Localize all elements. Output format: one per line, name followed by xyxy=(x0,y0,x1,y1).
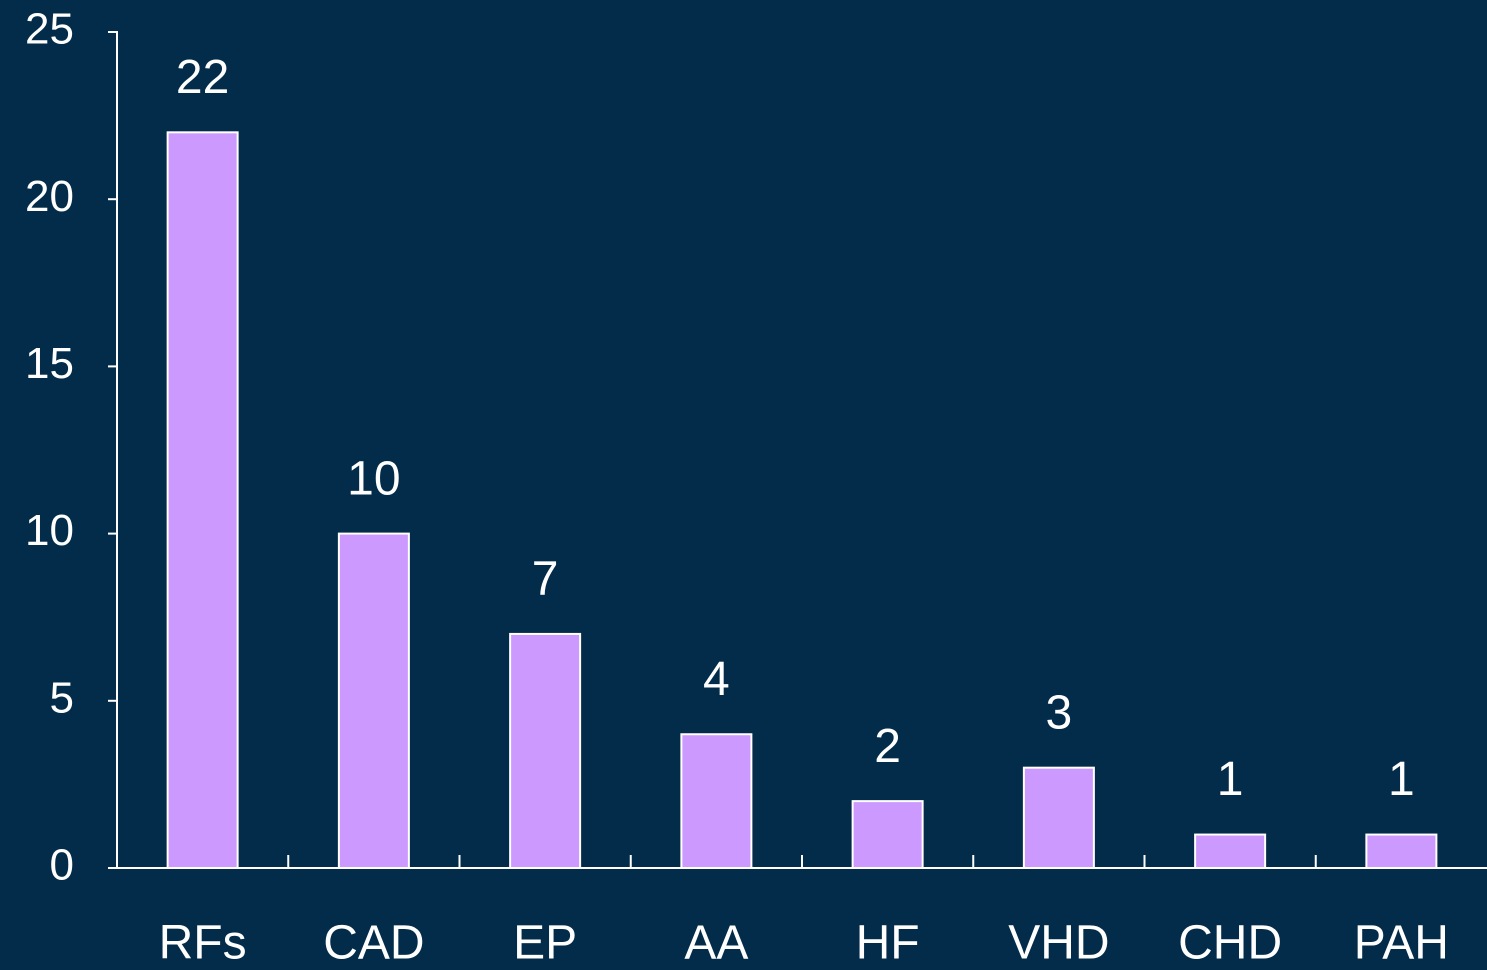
x-tick-label: HF xyxy=(856,917,920,970)
x-tick-label: VHD xyxy=(1008,917,1109,970)
bar xyxy=(337,532,410,869)
x-tick-label: CHD xyxy=(1178,917,1282,970)
data-label: 1 xyxy=(1217,753,1244,806)
data-label: 10 xyxy=(347,452,400,505)
x-tick-label: RFs xyxy=(159,917,247,970)
bar xyxy=(1365,833,1438,869)
y-tick-label: 0 xyxy=(50,841,74,890)
bar xyxy=(1194,833,1267,869)
data-label: 22 xyxy=(176,51,229,104)
x-tick-label: PAH xyxy=(1354,917,1449,970)
x-tick-label: EP xyxy=(513,917,577,970)
x-tick-label: CAD xyxy=(323,917,424,970)
bar xyxy=(851,800,924,869)
y-tick-label: 25 xyxy=(25,5,74,54)
y-tick-label: 5 xyxy=(50,673,74,722)
bar xyxy=(680,733,753,869)
data-label: 1 xyxy=(1388,753,1415,806)
y-tick-label: 10 xyxy=(25,506,74,555)
bar xyxy=(1022,766,1095,869)
bar xyxy=(166,131,239,869)
data-label: 4 xyxy=(703,653,730,706)
bar xyxy=(509,632,582,869)
y-tick-label: 15 xyxy=(25,339,74,388)
x-tick-label: AA xyxy=(684,917,748,970)
data-label: 3 xyxy=(1046,686,1073,739)
data-label: 7 xyxy=(532,553,559,606)
data-label: 2 xyxy=(874,720,901,773)
y-tick-label: 20 xyxy=(25,172,74,221)
